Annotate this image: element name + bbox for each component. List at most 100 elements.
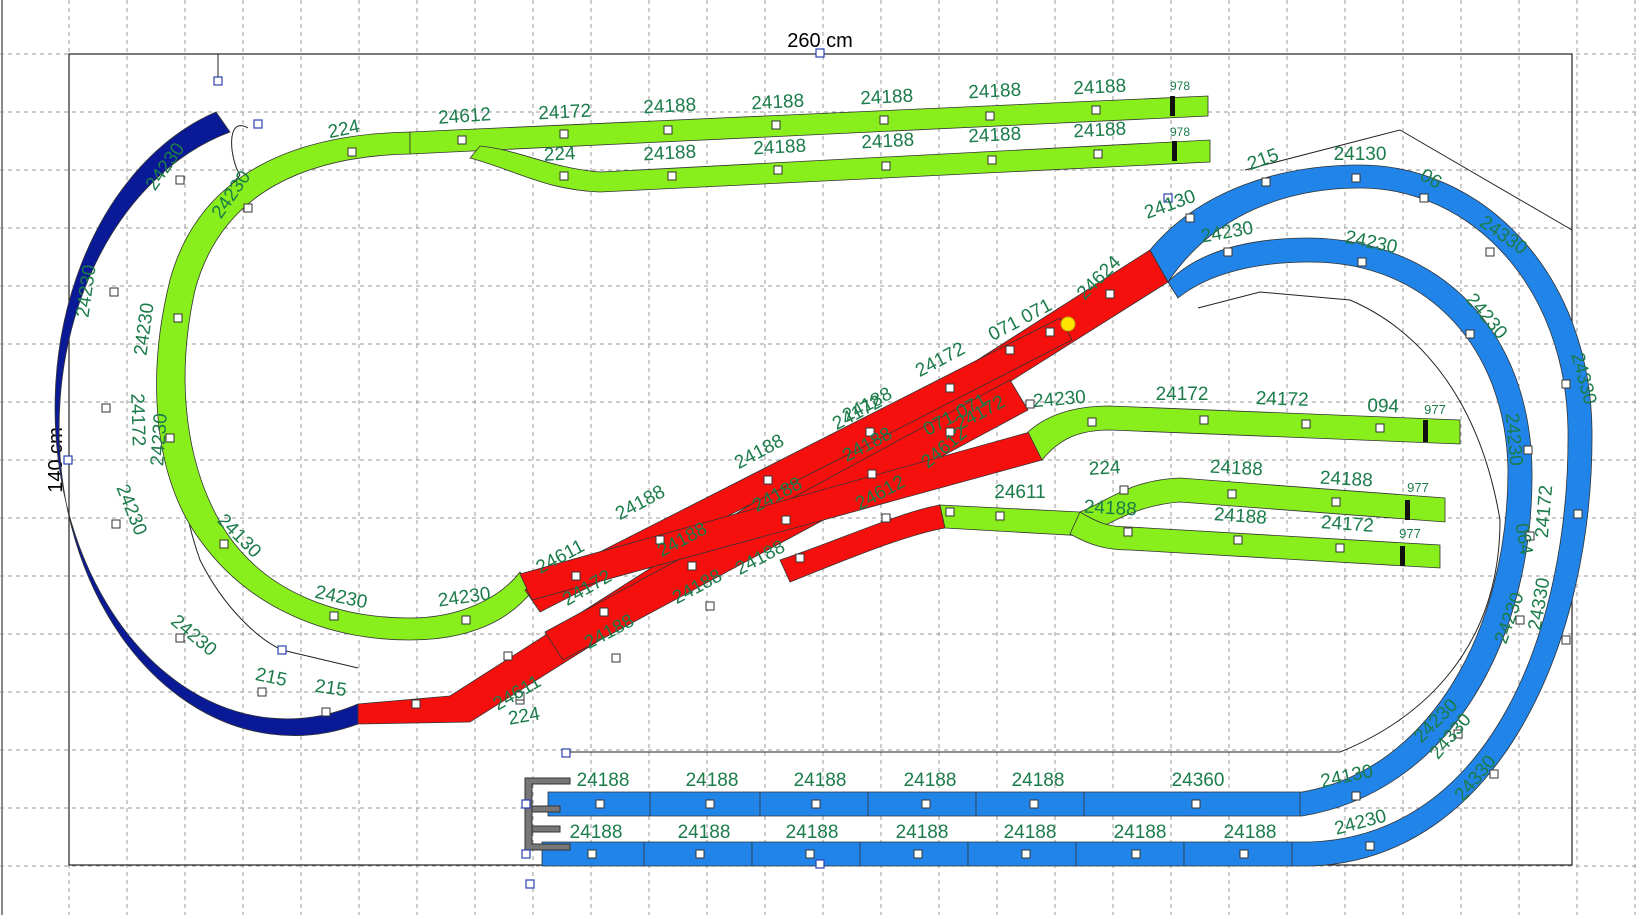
selection-marker[interactable]	[1060, 316, 1076, 332]
track-green-top-siding-2[interactable]	[469, 139, 1211, 193]
track-label: 24172	[1532, 484, 1558, 538]
track-label: 24188	[968, 80, 1022, 104]
track-label: 24188	[643, 142, 697, 166]
width-dimension-label: 260 cm	[787, 30, 853, 52]
track-label: 977	[1424, 402, 1446, 417]
connection-point	[781, 515, 791, 525]
handle-icon[interactable]	[63, 48, 1173, 889]
connection-point	[599, 607, 609, 617]
track-blue-outer-loop[interactable]	[541, 164, 1593, 867]
connection-point	[945, 427, 955, 437]
track-label: 24188	[786, 822, 839, 843]
connection-point	[1185, 213, 1195, 223]
track-label: 978	[1170, 79, 1190, 93]
connection-point	[805, 849, 815, 859]
connection-point	[995, 511, 1005, 521]
track-label: 24188	[678, 822, 731, 843]
track-label: 24230	[1032, 387, 1086, 413]
connection-point	[945, 383, 955, 393]
connection-point	[1119, 485, 1129, 495]
connection-point	[1087, 417, 1097, 427]
connection-point	[695, 849, 705, 859]
connection-point	[865, 427, 875, 437]
connection-point	[1515, 615, 1525, 625]
buffer-stop-icon	[1170, 96, 1428, 566]
connection-point	[1131, 849, 1141, 859]
track-label: 24188	[861, 130, 915, 154]
connection-point	[1485, 247, 1495, 257]
connection-point	[1357, 257, 1367, 267]
connection-point	[667, 171, 677, 181]
end-bumper-icon	[524, 777, 571, 851]
connection-point	[987, 155, 997, 165]
connection-point	[1191, 799, 1201, 809]
track-label: 24188	[794, 770, 847, 791]
track-label: 24188	[1213, 504, 1267, 529]
connection-point	[175, 633, 185, 643]
connection-point	[1351, 173, 1361, 183]
track-label: 24188	[577, 770, 630, 791]
connection-point	[945, 507, 955, 517]
connection-point	[1005, 345, 1015, 355]
connection-point	[1223, 247, 1233, 257]
connection-point	[1233, 535, 1243, 545]
track-label: 24611	[994, 482, 1045, 503]
track-label: 24230	[1501, 412, 1527, 466]
connection-point	[921, 799, 931, 809]
track-label: 24172	[1255, 388, 1309, 411]
track-label: 24188	[643, 95, 697, 119]
track-green-right-siding-1[interactable]	[1027, 405, 1461, 461]
connection-point	[461, 615, 471, 625]
track-label: 24172	[538, 101, 592, 125]
connection-point	[771, 120, 781, 130]
connection-point	[1105, 289, 1115, 299]
track-label: 24188	[570, 822, 623, 843]
track-label: 24188	[1114, 822, 1167, 843]
connection-point	[881, 513, 891, 523]
track-label: 24188	[1083, 497, 1137, 521]
track-label: 24360	[1172, 770, 1225, 791]
track-label: 24230	[167, 611, 221, 661]
track-blue-inner-loop[interactable]	[547, 237, 1533, 817]
connection-point	[611, 653, 621, 663]
connection-point	[503, 651, 513, 661]
connection-point	[1021, 849, 1031, 859]
connection-point	[705, 799, 715, 809]
track-label: 224	[1088, 457, 1121, 480]
connection-point	[913, 849, 923, 859]
connection-point	[457, 135, 467, 145]
track-label: 24172	[1320, 512, 1374, 537]
connection-point	[1419, 193, 1429, 203]
connection-point	[1227, 489, 1237, 499]
track-green-top-siding-1[interactable]	[409, 95, 1209, 155]
connection-point	[881, 161, 891, 171]
connection-point	[1261, 177, 1271, 187]
connection-point	[795, 553, 805, 563]
connection-point	[329, 611, 339, 621]
connection-point	[1523, 445, 1533, 455]
connection-point	[1239, 849, 1249, 859]
track-label: 094	[1367, 395, 1400, 417]
connection-point	[867, 469, 877, 479]
connection-point	[1525, 531, 1535, 541]
track-label: 977	[1399, 526, 1421, 541]
connection-point	[687, 561, 697, 571]
connection-point	[175, 175, 185, 185]
connection-point	[1453, 729, 1463, 739]
connection-point	[1025, 399, 1035, 409]
connection-point	[571, 571, 581, 581]
connection-point	[321, 707, 331, 717]
connection-point	[109, 287, 119, 297]
connection-point	[111, 519, 121, 529]
track-green-right-siding-3[interactable]	[1069, 511, 1441, 569]
track-label: 24230	[130, 302, 158, 357]
connection-point	[1365, 841, 1375, 851]
track-label: 24188	[860, 86, 914, 110]
connection-point	[411, 699, 421, 709]
connection-point	[879, 115, 889, 125]
track-label: 215	[253, 664, 288, 691]
connection-points	[101, 105, 1583, 859]
track-label: 24172	[126, 393, 149, 447]
track-label: 24188	[1012, 770, 1065, 791]
